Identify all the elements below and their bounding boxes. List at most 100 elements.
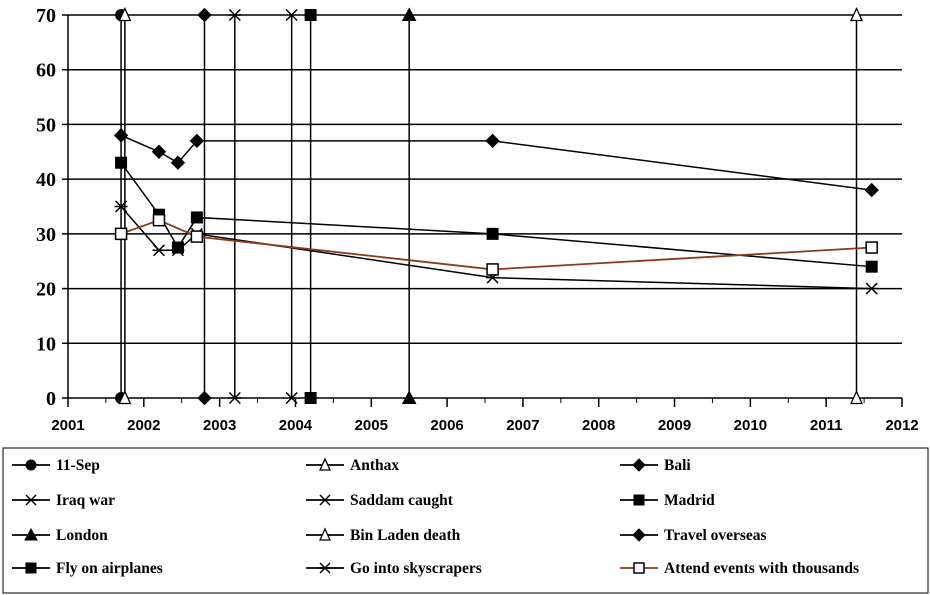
legend-label: Madrid — [664, 492, 715, 509]
series-go-into-skyscrapers — [114, 200, 879, 295]
data-point-marker — [25, 459, 37, 471]
data-point-marker — [865, 241, 878, 254]
data-point-marker — [151, 144, 167, 159]
data-point-marker — [486, 227, 499, 240]
data-point-marker — [865, 260, 878, 273]
data-point-marker — [115, 156, 128, 169]
data-point-marker — [849, 6, 864, 22]
legend-item: Fly on airplanes — [12, 560, 163, 577]
y-tick-label: 60 — [36, 60, 56, 82]
marker-stroke — [319, 494, 331, 506]
legend-label: Travel overseas — [664, 527, 767, 544]
legend-item: London — [12, 527, 108, 544]
data-point-marker — [633, 562, 645, 574]
legend-item: Attend events with thousands — [620, 560, 859, 577]
data-point-marker — [865, 282, 879, 295]
series-line — [120, 206, 872, 290]
data-point-marker — [114, 227, 128, 241]
x-tick-label: 2010 — [734, 417, 767, 434]
data-point-marker — [285, 8, 298, 22]
legend-item: Iraq war — [12, 492, 115, 509]
data-point-marker — [118, 6, 132, 22]
data-point-marker — [319, 562, 331, 574]
legend-label: Iraq war — [56, 492, 115, 509]
series-line — [120, 219, 872, 271]
x-tick-label: 2004 — [279, 417, 313, 434]
y-tick-label: 40 — [36, 169, 56, 191]
series-london — [401, 7, 417, 404]
y-tick-label: 0 — [46, 388, 56, 410]
axes: 0 10 20 30 40 50 60 70 2001 2002 2003 2004 2005 2006 2… — [36, 5, 919, 434]
data-point-marker — [632, 528, 646, 542]
data-point-marker — [118, 389, 132, 405]
y-tick-label: 30 — [36, 224, 56, 246]
data-point-marker — [285, 391, 298, 405]
data-point-marker — [304, 392, 317, 404]
data-point-marker — [228, 8, 242, 22]
data-point-marker — [171, 244, 185, 257]
x-tick-label: 2003 — [203, 417, 236, 434]
series-madrid — [304, 9, 317, 404]
data-point-marker — [228, 391, 242, 405]
data-point-marker — [849, 389, 864, 405]
data-point-marker — [632, 458, 646, 472]
data-point-marker — [152, 213, 166, 227]
series-travel-overseas — [113, 128, 879, 198]
legend-item: 11-Sep — [12, 457, 100, 474]
legend-label: 11-Sep — [56, 457, 100, 474]
data-point-marker — [401, 7, 417, 21]
data-point-marker — [633, 494, 645, 506]
data-point-marker — [197, 390, 212, 406]
data-point-marker — [304, 9, 317, 21]
series-attend-events-with-thousands — [114, 213, 878, 276]
y-tick-label: 50 — [36, 114, 56, 136]
legend-item: Go into skyscrapers — [306, 560, 482, 577]
data-point-marker — [189, 133, 205, 149]
legend-label: Anthax — [350, 457, 399, 474]
x-tick-label: 2006 — [430, 417, 463, 434]
legend-label: Attend events with thousands — [664, 560, 859, 577]
data-point-marker — [319, 494, 331, 506]
legend-label: Go into skyscrapers — [350, 560, 482, 577]
legend-box — [2, 447, 929, 594]
series-line — [120, 134, 872, 191]
x-tick-label: 2005 — [355, 417, 388, 434]
x-tick-label: 2011 — [810, 417, 843, 434]
data-point-marker — [190, 211, 203, 224]
gridlines — [68, 14, 902, 345]
data-point-marker — [486, 263, 499, 276]
data-point-marker — [171, 241, 184, 254]
marker-stroke — [285, 8, 298, 22]
x-tick-label: 2001 — [51, 417, 84, 434]
x-tick-label: 2012 — [885, 417, 918, 434]
data-point-marker — [485, 133, 500, 149]
legend-item: Bali — [620, 457, 691, 474]
data-point-marker — [318, 457, 332, 471]
series-line — [120, 162, 872, 268]
series-saddam-caught — [285, 8, 298, 405]
marker-stroke — [285, 391, 298, 405]
y-tick-label: 20 — [36, 279, 56, 301]
data-point-marker — [24, 527, 38, 541]
x-tick-label: 2008 — [582, 417, 615, 434]
x-tick-label: 2002 — [127, 417, 160, 434]
data-point-marker — [318, 527, 332, 541]
data-point-marker — [113, 128, 129, 143]
data-point-marker — [170, 155, 186, 170]
x-tick-label: 2007 — [506, 417, 539, 434]
legend-item: Anthax — [306, 457, 399, 474]
legend-label: Bali — [664, 457, 691, 474]
series-fly-on-airplanes — [115, 156, 878, 273]
legend-item: Madrid — [620, 492, 715, 509]
legend: 11-Sep Anthax Bali Iraq war Saddam caught Mad… — [2, 447, 929, 594]
legend-item: Saddam caught — [306, 492, 454, 509]
y-tick-label: 10 — [36, 333, 56, 355]
legend-item: Bin Laden death — [306, 527, 461, 544]
data-point-marker — [114, 200, 128, 213]
series-iraq-war — [228, 8, 242, 405]
legend-label: Saddam caught — [350, 492, 454, 509]
y-tick-label: 70 — [36, 5, 56, 27]
series-bali — [197, 7, 212, 406]
series-bin-laden-death — [849, 6, 864, 405]
